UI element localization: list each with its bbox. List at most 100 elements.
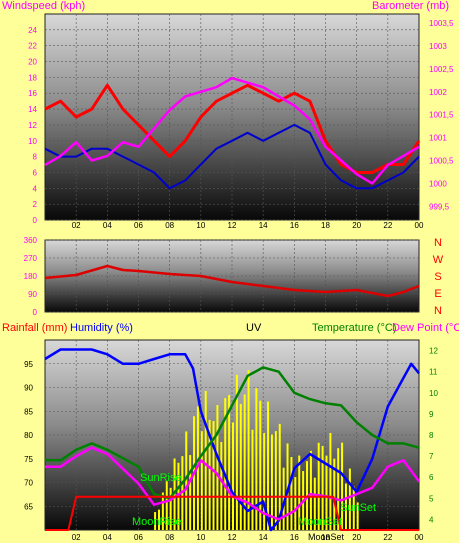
wind-direction-series xyxy=(44,264,420,298)
rainfall-label: Rainfall (mm) xyxy=(2,322,68,334)
x-tick-label: 00 xyxy=(415,221,424,230)
x-tick-label: 18 xyxy=(321,533,330,542)
uv-bar xyxy=(220,441,223,530)
uv-bar xyxy=(263,432,266,530)
y-right-tick-label: 6 xyxy=(429,473,434,482)
y-right-tick-label: 1002 xyxy=(429,88,447,97)
y-left-tick-label: 85 xyxy=(24,407,33,416)
y-right-tick-label: 9 xyxy=(429,410,434,419)
uv-bar xyxy=(157,509,160,530)
moonset1-label: MoonSet xyxy=(298,516,343,528)
uv-bar xyxy=(251,429,254,530)
x-tick-label: 02 xyxy=(72,221,81,230)
x-tick-label: 20 xyxy=(352,221,361,230)
y-right-tick-label: 1001,5 xyxy=(429,111,454,120)
y-right-tick-label: 1002,5 xyxy=(429,65,454,74)
uv-bar xyxy=(239,403,242,530)
y-left-tick-label: 70 xyxy=(24,479,33,488)
x-tick-label: 06 xyxy=(134,221,143,230)
x-tick-label: 22 xyxy=(383,533,392,542)
direction-tick-label: 180 xyxy=(24,272,38,281)
uv-bar xyxy=(317,442,320,530)
dewpoint-label: Dew Point (°C xyxy=(392,322,459,334)
uv-label: UV xyxy=(246,322,262,334)
uv-bar xyxy=(274,431,277,530)
uv-bar xyxy=(329,432,332,530)
y-left-tick-label: 12 xyxy=(28,121,37,130)
uv-bar xyxy=(212,421,215,530)
windspeed-label: Windspeed (kph) xyxy=(2,0,86,12)
y-left-tick-label: 16 xyxy=(28,89,37,98)
uv-bar xyxy=(154,512,157,530)
uv-bar xyxy=(321,445,324,530)
x-tick-label: 04 xyxy=(103,221,112,230)
uv-bar xyxy=(255,388,258,530)
x-tick-label: 14 xyxy=(259,221,268,230)
y-right-tick-label: 1003,5 xyxy=(429,19,454,28)
uv-bar xyxy=(247,370,250,530)
plot1-background xyxy=(44,13,420,221)
uv-bar xyxy=(161,492,164,530)
uv-bar xyxy=(333,458,336,530)
uv-bar xyxy=(344,483,347,530)
y-left-tick-label: 95 xyxy=(24,360,33,369)
moonrise-label: MoonRise xyxy=(132,516,182,528)
y-right-tick-label: 1003 xyxy=(429,42,447,51)
y-left-tick-label: 24 xyxy=(28,26,37,35)
uv-bar xyxy=(348,468,351,530)
y-right-tick-label: 4 xyxy=(429,515,434,524)
rainfall-series xyxy=(45,495,419,531)
y-left-tick-label: 90 xyxy=(24,384,33,393)
y-left-tick-label: 0 xyxy=(33,216,38,225)
uv-bar xyxy=(165,481,168,530)
y-left-tick-label: 6 xyxy=(33,168,38,177)
x-tick-label: 02 xyxy=(72,533,81,542)
x-tick-label: 16 xyxy=(290,533,299,542)
windspeed-series xyxy=(44,83,421,174)
average-wind-series xyxy=(44,123,420,190)
x-tick-label: 12 xyxy=(228,221,237,230)
y-left-tick-label: 18 xyxy=(28,73,37,82)
x-tick-label: 00 xyxy=(415,533,424,542)
uv-bar xyxy=(185,431,188,530)
uv-bar xyxy=(313,477,316,530)
uv-bar xyxy=(337,448,340,530)
sunset-label: SunSet xyxy=(340,502,377,514)
uv-bar xyxy=(270,434,273,530)
y-right-tick-label: 11 xyxy=(429,368,438,377)
direction-tick-label: 0 xyxy=(33,308,38,317)
uv-bar xyxy=(298,455,301,530)
uv-bar xyxy=(325,455,328,530)
y-left-tick-label: 10 xyxy=(28,137,37,146)
uv-bar xyxy=(356,502,359,530)
humidity-series xyxy=(44,348,420,532)
y-right-tick-label: 1001 xyxy=(429,134,447,143)
x-tick-label: 08 xyxy=(165,221,174,230)
uv-bar xyxy=(208,419,211,530)
uv-bar xyxy=(204,390,207,530)
x-tick-label: 06 xyxy=(134,533,143,542)
uv-bar xyxy=(169,487,172,530)
y-right-tick-label: 1000,5 xyxy=(429,156,454,165)
direction-tick-label: 360 xyxy=(24,236,38,245)
x-tick-label: 10 xyxy=(196,533,205,542)
y-right-tick-label: 12 xyxy=(429,347,438,356)
x-tick-label: 10 xyxy=(196,221,205,230)
compass-letter: N xyxy=(434,237,442,249)
y-left-tick-label: 80 xyxy=(24,431,33,440)
x-tick-label: 22 xyxy=(383,221,392,230)
uv-bar xyxy=(228,395,231,530)
x-tick-label: 12 xyxy=(228,533,237,542)
y-left-tick-label: 65 xyxy=(24,502,33,511)
y-left-tick-label: 75 xyxy=(24,455,33,464)
barometer-label: Barometer (mb) xyxy=(372,0,450,12)
uv-bar xyxy=(224,398,227,530)
uv-bar xyxy=(294,477,297,530)
y-right-tick-label: 10 xyxy=(429,389,438,398)
moonset2-label: MoonSet xyxy=(308,532,345,542)
direction-tick-label: 90 xyxy=(28,290,37,299)
compass-letter: E xyxy=(434,288,441,300)
uv-bar xyxy=(352,486,355,530)
temperature-series xyxy=(45,366,420,500)
